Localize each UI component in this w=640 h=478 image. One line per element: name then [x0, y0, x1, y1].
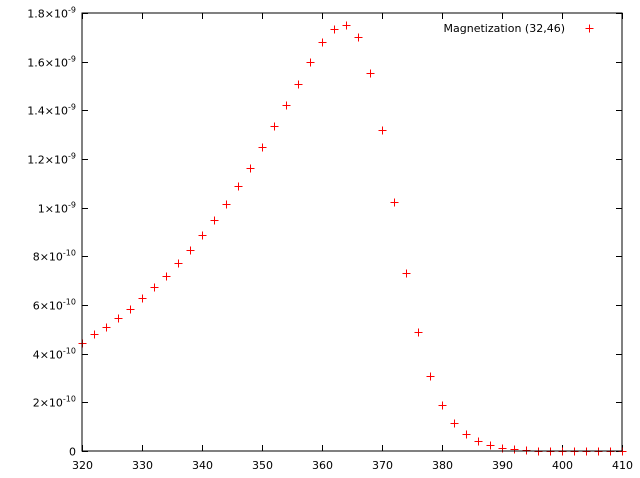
data-point	[354, 33, 363, 42]
data-point	[282, 101, 291, 110]
data-point	[306, 58, 315, 67]
y-tick-label: 1.8×10-9	[27, 6, 76, 21]
data-point	[330, 25, 339, 34]
y-tick-label: 1.6×10-9	[27, 55, 76, 70]
data-point	[246, 164, 255, 173]
data-point	[210, 216, 219, 225]
data-point	[318, 38, 327, 47]
x-tick-label: 350	[252, 459, 273, 472]
legend: Magnetization (32,46)	[444, 22, 594, 35]
legend-marker	[585, 24, 594, 33]
data-point	[426, 372, 435, 381]
plot-frame	[81, 12, 623, 452]
data-point	[294, 80, 303, 89]
data-point	[102, 323, 111, 332]
x-tick-label: 360	[312, 459, 333, 472]
data-point	[486, 441, 495, 450]
data-point	[222, 200, 231, 209]
data-point	[258, 143, 267, 152]
data-point	[174, 259, 183, 268]
data-point	[90, 330, 99, 339]
x-tick-label: 400	[552, 459, 573, 472]
data-point	[198, 231, 207, 240]
data-point	[450, 419, 459, 428]
x-tick-label: 340	[192, 459, 213, 472]
x-tick-label: 380	[432, 459, 453, 472]
legend-marker-symbol	[585, 24, 594, 33]
x-tick-label: 320	[72, 459, 93, 472]
x-tick-label: 410	[612, 459, 633, 472]
data-point	[414, 328, 423, 337]
y-tick-label: 1.4×10-9	[27, 103, 76, 118]
data-point	[474, 437, 483, 446]
y-tick-label: 0	[69, 446, 76, 459]
data-point	[138, 294, 147, 303]
y-tick-label: 1.2×10-9	[27, 152, 76, 167]
x-tick-label: 330	[132, 459, 153, 472]
data-point	[438, 401, 447, 410]
data-point	[270, 122, 279, 131]
data-points	[78, 21, 627, 456]
legend-label: Magnetization (32,46)	[444, 22, 565, 35]
y-tick-label: 2×10-10	[33, 395, 76, 410]
data-point	[402, 269, 411, 278]
tick-marks	[82, 13, 623, 452]
x-tick-labels: 320 330 340 350 360 370 380 390 400 410	[72, 459, 633, 472]
y-tick-label: 1×10-9	[38, 201, 76, 216]
data-point	[150, 283, 159, 292]
data-point	[390, 198, 399, 207]
data-point	[378, 126, 387, 135]
data-point	[462, 430, 471, 439]
data-point	[186, 246, 195, 255]
y-tick-label: 6×10-10	[33, 298, 76, 313]
y-tick-label: 4×10-10	[33, 347, 76, 362]
data-point	[114, 314, 123, 323]
y-tick-labels: 0 2×10-10 4×10-10 6×10-10 8×10-10 1×10-9 1.2×1…	[27, 6, 76, 459]
x-tick-label: 370	[372, 459, 393, 472]
data-point	[342, 21, 351, 30]
data-point	[234, 182, 243, 191]
data-point	[510, 445, 519, 454]
data-point	[366, 69, 375, 78]
y-tick-label: 8×10-10	[33, 249, 76, 264]
data-point	[162, 272, 171, 281]
data-point	[126, 305, 135, 314]
x-tick-label: 390	[492, 459, 513, 472]
